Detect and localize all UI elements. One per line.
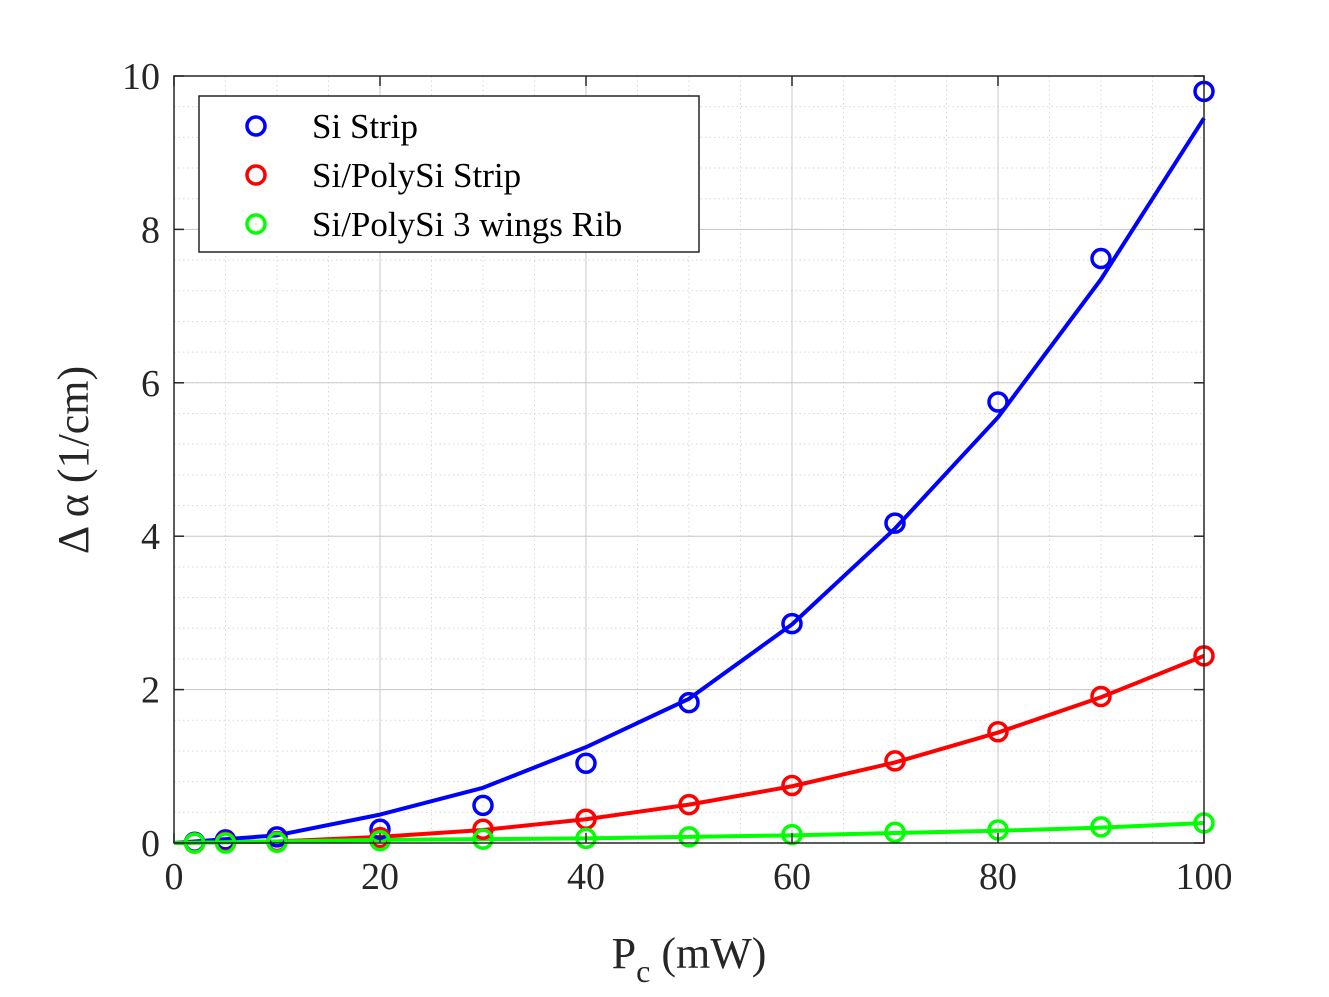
data-point-series-2 — [266, 831, 288, 853]
data-point-series-2 — [1090, 816, 1112, 838]
data-point-series-0 — [575, 752, 597, 774]
data-point-series-0 — [1090, 247, 1112, 270]
x-axis-title: Pc (mW) — [612, 929, 767, 989]
data-point-series-2 — [472, 828, 494, 850]
x-tick-label: 40 — [567, 856, 605, 898]
y-tick-labels: 0 2 4 6 8 10 — [122, 56, 160, 865]
data-point-series-1 — [884, 750, 906, 772]
data-point-series-1 — [472, 818, 494, 840]
legend-label-series-1: Si/PolySi Strip — [312, 156, 521, 195]
legend-entries: Si Strip Si/PolySi Strip Si/PolySi 3 wings… — [245, 107, 622, 244]
y-tick-label: 0 — [141, 823, 160, 865]
data-point-series-2 — [369, 829, 391, 852]
plot-frame — [173, 75, 1205, 844]
y-axis-title: Δ α (1/cm) — [49, 366, 98, 554]
x-axis-title-unit: (mW) — [650, 929, 766, 978]
legend-marker-series-0 — [245, 115, 267, 137]
data-point-series-1 — [781, 774, 803, 797]
data-point-series-0 — [781, 612, 803, 635]
fit-lines — [173, 117, 1206, 845]
y-tick-label: 4 — [141, 516, 160, 558]
data-point-series-2 — [884, 821, 906, 844]
legend-marker-series-1 — [245, 164, 267, 186]
x-tick-label: 60 — [773, 856, 811, 898]
data-point-series-0 — [678, 691, 700, 714]
data-point-series-0 — [884, 512, 906, 534]
fit-line-series-2 — [173, 821, 1205, 845]
data-point-series-1 — [1090, 685, 1112, 708]
data-point-series-2 — [678, 826, 700, 848]
data-point-series-1 — [987, 721, 1009, 743]
legend-label-series-0: Si Strip — [312, 107, 418, 146]
x-axis-title-subscript: c — [636, 953, 650, 989]
y-tick-label: 10 — [122, 56, 160, 98]
y-tick-label: 8 — [141, 209, 160, 251]
x-tick-label: 80 — [979, 856, 1017, 898]
y-tick-label: 2 — [141, 670, 160, 712]
legend-box — [198, 95, 700, 253]
x-tick-labels: 0 20 40 60 80 100 — [165, 856, 1233, 898]
y-tick-label: 6 — [141, 363, 160, 405]
x-tick-label: 20 — [361, 856, 399, 898]
data-point-series-2 — [575, 827, 597, 850]
legend-marker-series-2 — [245, 213, 267, 235]
x-tick-label: 100 — [1176, 856, 1233, 898]
data-point-series-1 — [678, 793, 700, 816]
fit-line-series-0 — [173, 117, 1206, 845]
data-point-series-0 — [987, 391, 1009, 413]
fit-line-series-1 — [173, 653, 1205, 845]
axis-ticks — [173, 75, 1205, 844]
x-axis-title-main: P — [612, 929, 636, 978]
x-tick-label: 0 — [165, 856, 184, 898]
legend: Si Strip Si/PolySi Strip Si/PolySi 3 wings… — [198, 95, 700, 253]
data-point-series-0 — [472, 794, 494, 817]
legend-label-series-2: Si/PolySi 3 wings Rib — [312, 205, 622, 244]
